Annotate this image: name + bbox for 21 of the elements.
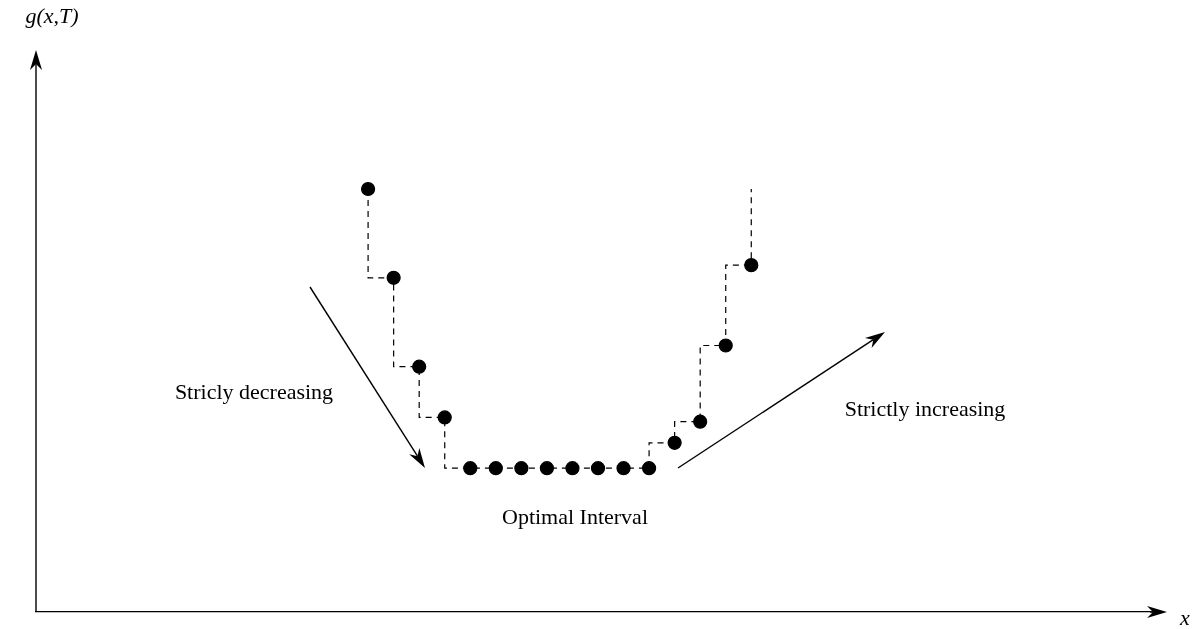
point (514, 461, 529, 476)
x-axis-title: x (1180, 605, 1190, 629)
point (667, 435, 682, 450)
annotation: Strictly increasing (844, 396, 1006, 422)
point (463, 461, 478, 476)
point (488, 461, 503, 476)
point (590, 461, 606, 476)
point (412, 359, 427, 374)
point (616, 461, 631, 476)
point (539, 461, 555, 476)
annotation: Optimal Interval (501, 504, 649, 530)
point (437, 410, 452, 425)
point (744, 258, 759, 273)
text: g(x,T) (25, 3, 79, 29)
point (718, 338, 733, 353)
point (693, 414, 708, 429)
annotation: Stricly decreasing (174, 379, 334, 405)
point (386, 270, 401, 285)
point (360, 181, 376, 197)
point (641, 461, 657, 476)
point (565, 461, 580, 476)
